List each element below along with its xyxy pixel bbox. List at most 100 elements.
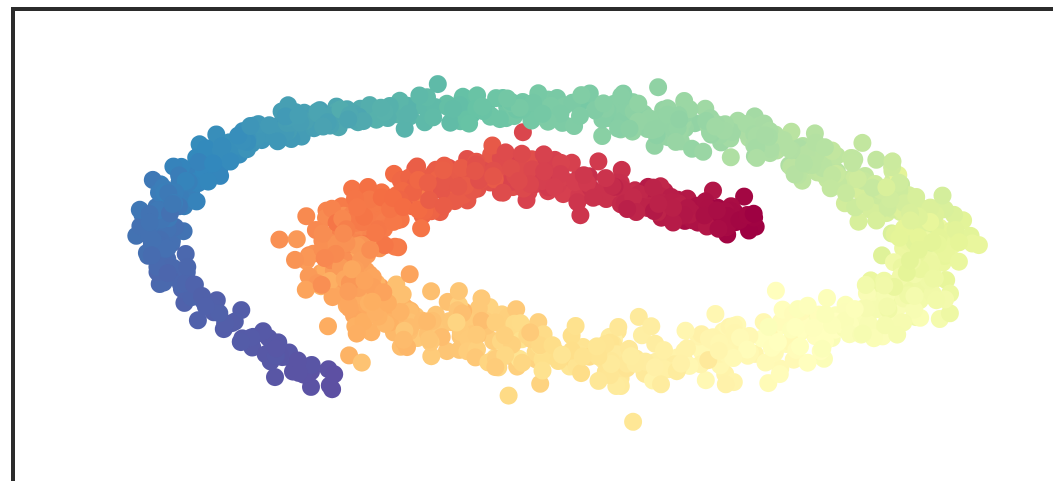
data-point: [568, 193, 587, 212]
data-point: [612, 86, 631, 105]
data-point: [531, 374, 550, 393]
data-point: [434, 161, 453, 180]
data-point: [484, 167, 503, 186]
data-point: [510, 98, 529, 117]
data-point: [498, 89, 517, 108]
data-point: [786, 318, 805, 336]
data-point: [496, 346, 515, 365]
data-point: [649, 78, 668, 97]
data-point: [268, 132, 287, 151]
data-point: [545, 178, 564, 197]
data-point: [494, 183, 512, 202]
data-point: [724, 349, 743, 367]
data-point: [297, 207, 316, 226]
data-point: [770, 365, 789, 384]
data-point: [163, 195, 182, 214]
data-point: [472, 289, 491, 308]
data-point: [486, 313, 505, 332]
data-point: [441, 113, 460, 132]
data-point: [418, 173, 437, 192]
data-point: [444, 100, 462, 118]
data-point: [766, 281, 785, 300]
data-point: [738, 340, 757, 359]
data-point: [587, 337, 606, 356]
data-point: [877, 178, 896, 197]
data-point: [664, 213, 683, 232]
data-point: [361, 240, 380, 259]
data-point: [449, 177, 468, 196]
data-point: [473, 97, 492, 116]
data-point: [794, 154, 813, 173]
data-point: [589, 152, 608, 171]
data-point: [395, 119, 414, 138]
data-point: [339, 110, 358, 129]
data-point: [158, 264, 177, 283]
data-point: [371, 98, 390, 117]
data-point: [302, 356, 321, 374]
data-point: [188, 311, 207, 330]
data-point: [490, 110, 509, 129]
data-point: [813, 339, 832, 358]
data-point: [670, 110, 689, 129]
data-point: [645, 358, 664, 377]
data-point: [735, 187, 754, 206]
data-point: [241, 117, 260, 135]
data-point: [596, 169, 615, 188]
data-point: [424, 108, 443, 127]
data-point: [157, 239, 176, 258]
data-point: [721, 148, 740, 167]
data-point: [706, 305, 725, 323]
data-point: [818, 289, 836, 307]
data-point: [853, 133, 872, 152]
data-point: [143, 231, 162, 249]
data-point: [375, 236, 394, 255]
data-point: [804, 319, 823, 337]
data-point: [664, 198, 682, 217]
data-point: [629, 94, 648, 113]
data-point: [410, 86, 429, 105]
data-point: [343, 260, 361, 279]
data-point: [267, 339, 286, 358]
data-point: [428, 75, 447, 94]
data-point: [747, 148, 766, 167]
data-point: [434, 196, 453, 215]
data-point: [572, 86, 591, 105]
data-point: [399, 104, 418, 123]
data-point: [339, 282, 358, 301]
data-point: [287, 230, 306, 249]
data-point: [620, 119, 639, 138]
data-point: [553, 345, 571, 364]
data-point: [643, 121, 662, 140]
data-point: [816, 305, 835, 324]
data-point: [400, 265, 419, 284]
plot-frame: [11, 7, 1053, 481]
data-point: [140, 213, 159, 232]
data-point: [853, 324, 872, 343]
data-point: [716, 375, 735, 394]
data-point: [573, 347, 592, 366]
data-point: [744, 204, 763, 223]
data-point: [533, 361, 552, 380]
data-point: [366, 223, 385, 242]
data-point: [849, 212, 868, 231]
data-point: [923, 233, 942, 251]
data-point: [535, 162, 554, 181]
data-point: [420, 330, 439, 349]
data-point: [531, 336, 550, 355]
data-point: [845, 300, 864, 319]
data-point: [759, 317, 778, 336]
data-point: [422, 282, 441, 301]
data-point: [509, 172, 528, 190]
data-point: [391, 302, 410, 321]
data-point: [212, 137, 231, 156]
data-point: [408, 157, 427, 176]
data-point: [706, 117, 725, 136]
data-point: [355, 271, 374, 290]
data-point: [624, 412, 643, 431]
data-point: [629, 307, 648, 326]
data-point: [314, 117, 333, 136]
data-point: [905, 300, 924, 319]
data-point: [672, 354, 691, 373]
data-point: [709, 341, 728, 360]
